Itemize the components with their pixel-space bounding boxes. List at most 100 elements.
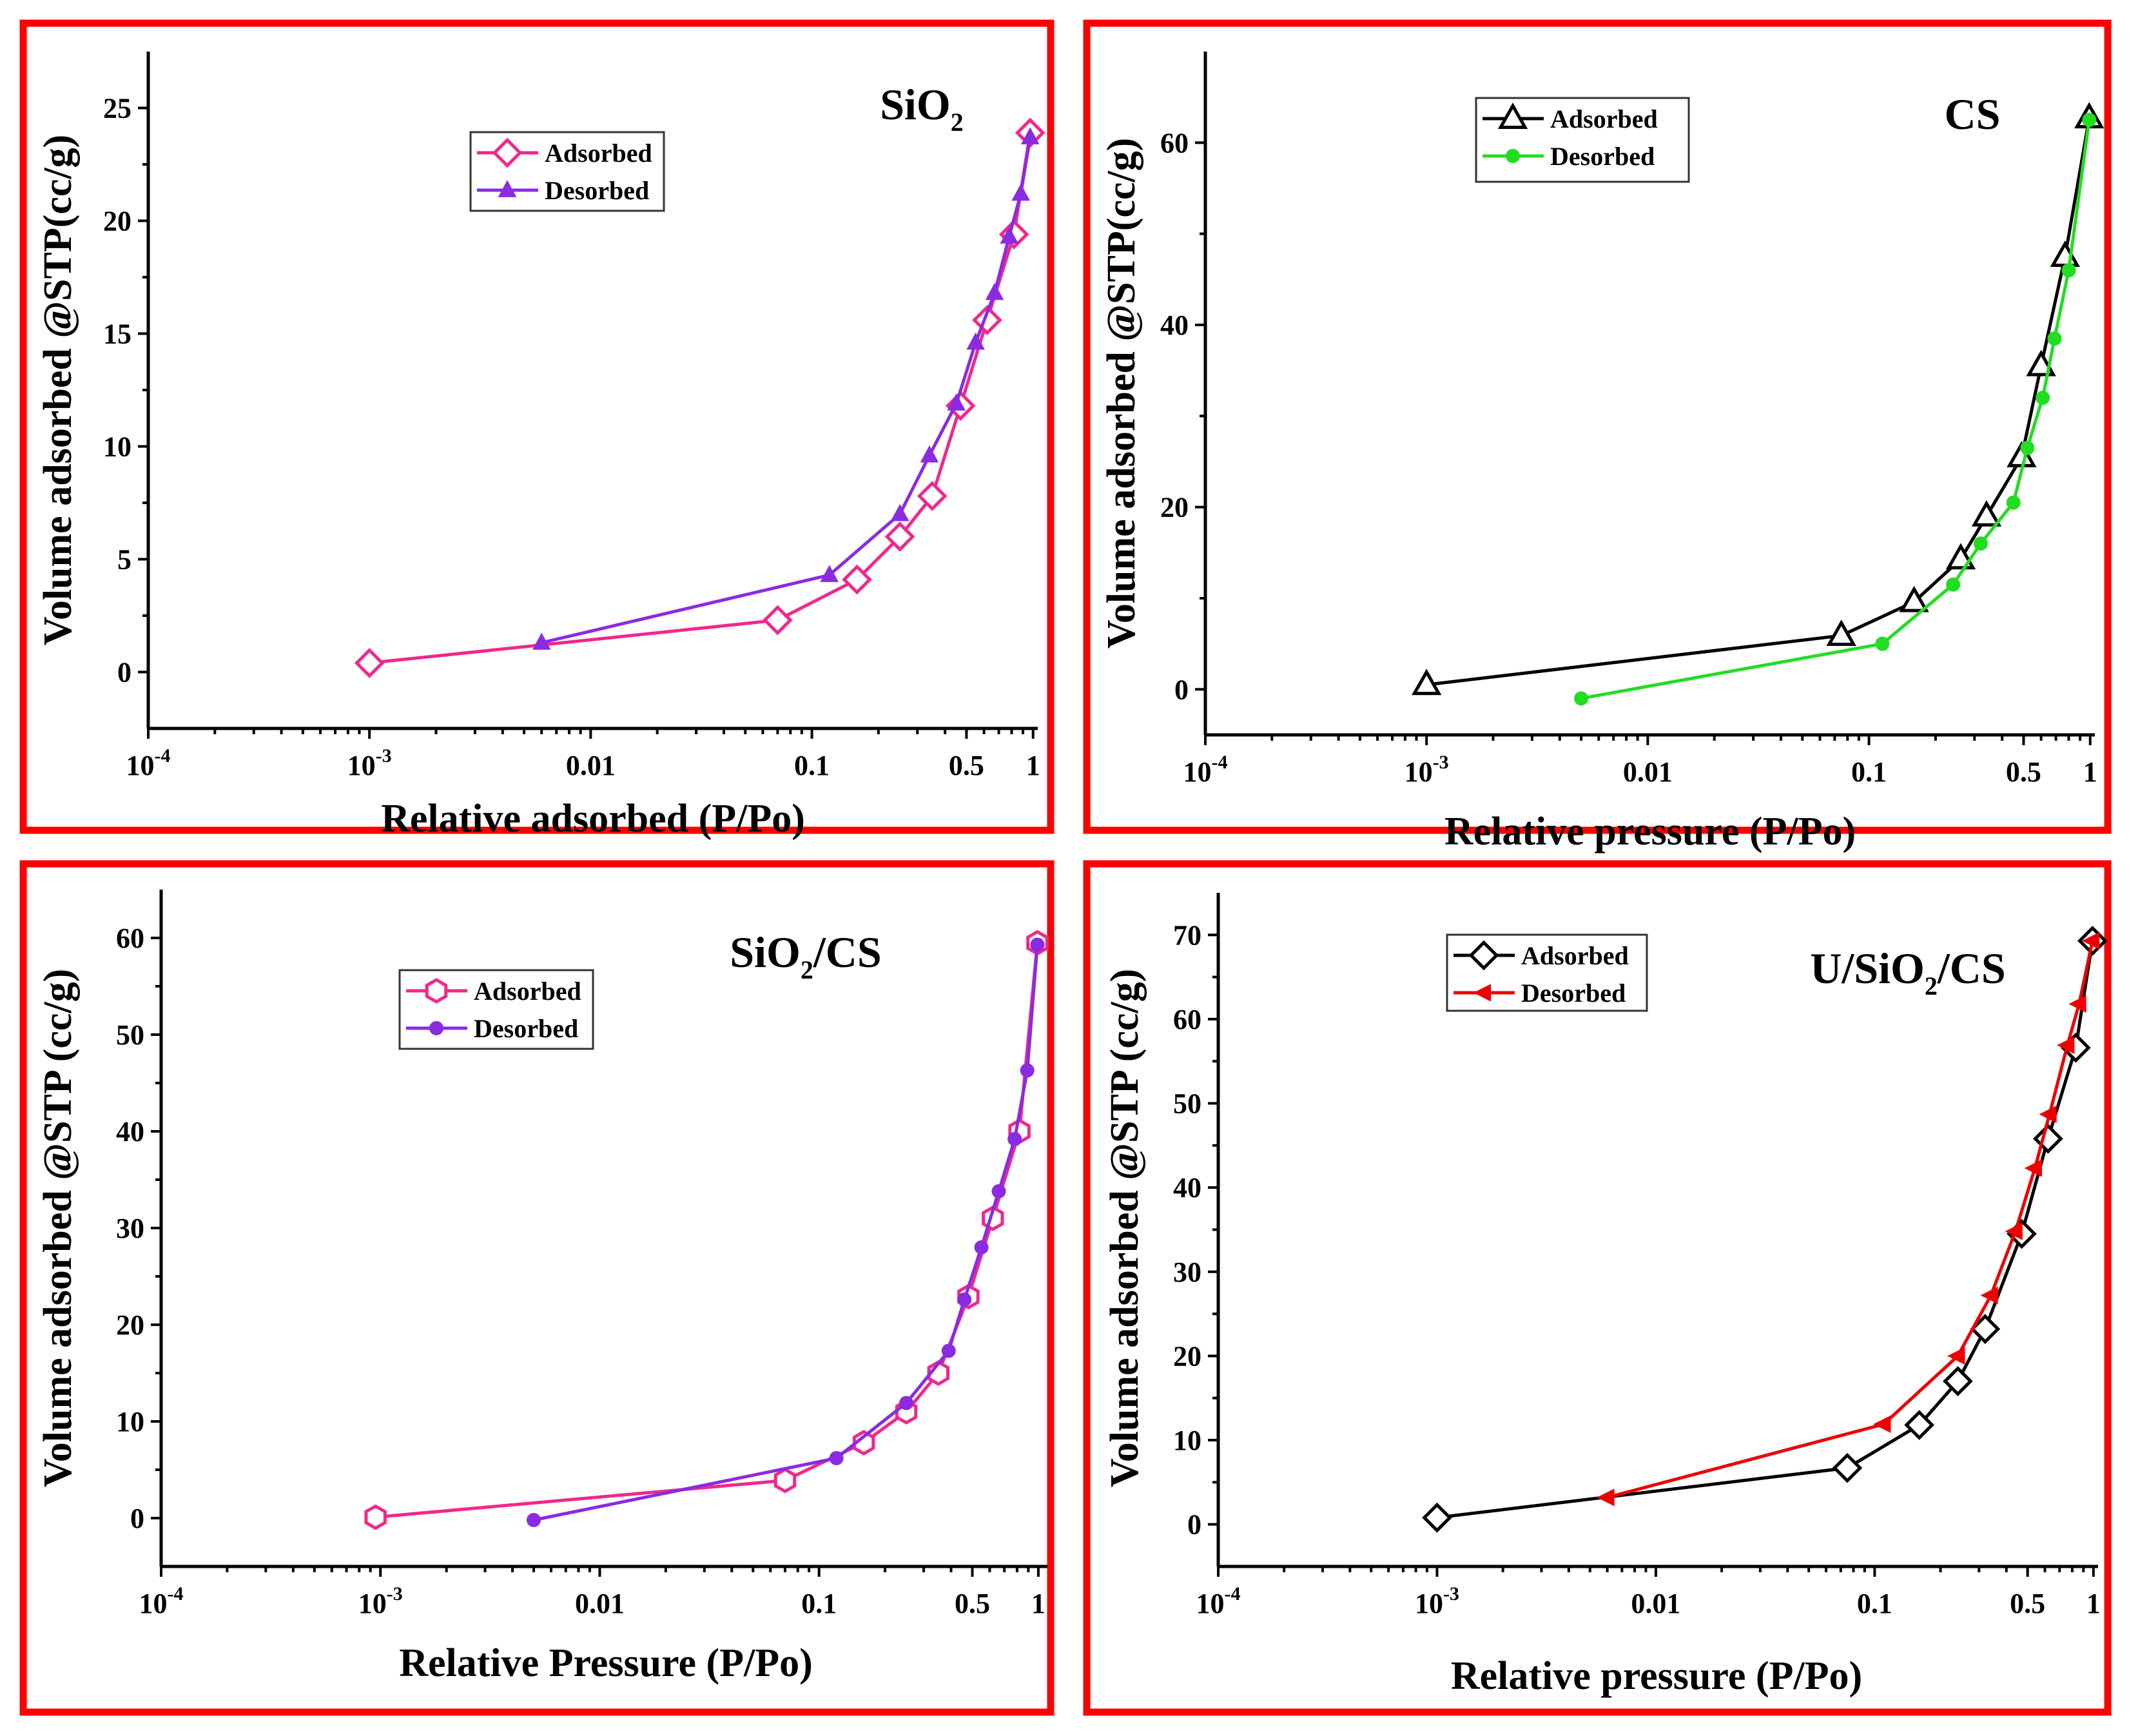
data-point	[1946, 577, 1961, 592]
series-desorbed	[1574, 113, 2097, 706]
data-point	[1943, 1366, 1973, 1396]
series-desorbed	[532, 127, 1040, 650]
legend: Adsorbed Desorbed	[1475, 97, 1690, 183]
series-line	[1606, 940, 2094, 1499]
legend-label: Adsorbed	[1550, 104, 1658, 133]
data-point	[842, 564, 872, 595]
legend-marker	[425, 978, 448, 1004]
panel-title-subscript: 2	[801, 955, 813, 984]
data-point	[2068, 995, 2086, 1013]
panel-frame	[19, 19, 1055, 834]
legend-marker	[498, 180, 517, 197]
series-line	[1426, 117, 2091, 687]
data-point	[941, 1343, 956, 1358]
panel-title-main: SiO	[880, 80, 951, 129]
x-tick-label: 0.1	[1851, 756, 1887, 788]
x-tick-label: 10-4	[1183, 752, 1228, 788]
x-tick-base: 0.5	[2010, 1588, 2045, 1619]
x-tick-exponent: -3	[1443, 1583, 1459, 1604]
legend-label: Desorbed	[474, 1014, 578, 1043]
x-tick-base: 1	[2083, 756, 2097, 788]
x-tick-base: 10	[1405, 756, 1433, 788]
data-point	[532, 632, 551, 650]
legend-marker	[429, 1021, 443, 1035]
data-point	[1411, 668, 1442, 696]
x-tick-base: 0.5	[955, 1588, 990, 1619]
data-point	[763, 605, 793, 636]
data-point	[1947, 1347, 1965, 1365]
x-tick-base: 0.01	[1631, 1588, 1680, 1619]
x-tick-base: 0.1	[801, 1588, 837, 1619]
data-point	[829, 1451, 844, 1465]
data-point	[1873, 1415, 1891, 1433]
data-point	[2047, 331, 2062, 346]
data-point	[1899, 585, 1929, 612]
panel-frame	[1083, 860, 2112, 1716]
series-line	[1437, 941, 2094, 1519]
data-point	[852, 1430, 875, 1456]
x-tick-exponent: -3	[387, 1583, 403, 1604]
data-point	[957, 1292, 972, 1307]
x-tick-base: 0.01	[1623, 756, 1673, 788]
data-point	[884, 522, 915, 552]
panel-frame	[1083, 19, 2112, 834]
y-axis-label: Volume adsorbed @STP(cc/g)	[36, 135, 80, 646]
series-adsorbed	[1411, 102, 2105, 696]
data-point	[1945, 543, 1976, 570]
x-tick-label: 1	[2083, 756, 2097, 788]
series-line	[533, 944, 1039, 1522]
legend-label: Adsorbed	[474, 977, 581, 1006]
y-tick-label: 15	[103, 318, 131, 350]
x-tick-base: 10	[358, 1588, 387, 1619]
legend-marker	[1506, 149, 1520, 163]
data-point	[2005, 1222, 2023, 1240]
y-tick-label: 70	[1173, 919, 1201, 951]
x-tick-exponent: -3	[376, 745, 392, 766]
x-tick-label: 10-4	[139, 1583, 184, 1619]
x-tick-base: 10	[1196, 1588, 1225, 1619]
data-point	[364, 1504, 387, 1530]
legend-label: Desorbed	[545, 176, 649, 205]
y-tick-label: 0	[1187, 1509, 1201, 1541]
data-point	[1904, 1410, 1934, 1440]
y-tick-label: 60	[1173, 1004, 1201, 1035]
x-tick-base: 0.1	[794, 750, 830, 781]
x-tick-label: 0.5	[949, 750, 984, 781]
data-point	[1007, 1132, 1022, 1146]
x-tick-label: 10-3	[1405, 752, 1449, 788]
x-tick-base: 10	[1415, 1588, 1443, 1619]
x-tick-label: 0.01	[575, 1588, 625, 1619]
x-tick-label: 1	[1031, 1588, 1045, 1619]
data-point	[966, 332, 985, 350]
x-tick-base: 10	[1183, 756, 1212, 788]
x-axis-label: Relative pressure (P/Po)	[1444, 810, 1856, 853]
y-tick-label: 30	[116, 1213, 144, 1244]
x-tick-base: 1	[1026, 750, 1040, 781]
legend-label: Adsorbed	[1521, 941, 1629, 970]
data-point	[2050, 240, 2080, 267]
x-tick-label: 10-3	[358, 1583, 403, 1619]
x-tick-label: 10-4	[1196, 1583, 1241, 1619]
panel-title-subscript: 2	[1925, 971, 1938, 1000]
x-tick-base: 0.01	[566, 750, 616, 781]
data-point	[1020, 1063, 1035, 1078]
y-tick-label: 10	[1173, 1425, 1201, 1456]
x-tick-base: 0.01	[575, 1588, 625, 1619]
data-point	[2061, 263, 2076, 278]
data-point	[1000, 226, 1018, 244]
legend-marker	[1468, 940, 1499, 971]
y-tick-label: 20	[116, 1309, 144, 1341]
x-tick-exponent: -4	[1225, 1583, 1241, 1604]
x-tick-exponent: -4	[155, 745, 171, 766]
legend-marker	[1473, 984, 1491, 1002]
data-point	[773, 1467, 797, 1494]
series-adsorbed	[354, 117, 1045, 678]
panel-title-rest: /CS	[813, 928, 882, 977]
x-tick-label: 0.01	[1623, 756, 1673, 788]
data-point	[354, 648, 385, 678]
y-tick-label: 0	[1174, 674, 1189, 705]
